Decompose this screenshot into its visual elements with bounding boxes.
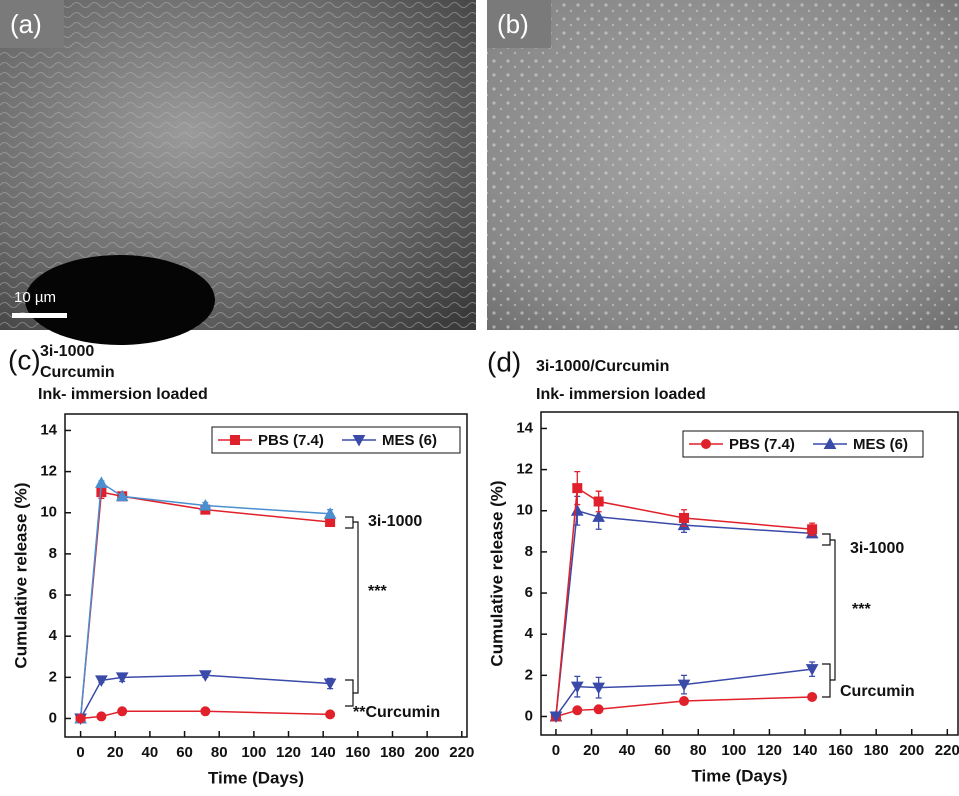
bracket (830, 540, 835, 680)
chart-title: Ink- immersion loaded (536, 386, 706, 403)
x-tick-label: 40 (619, 742, 636, 759)
image-label: (b) (497, 9, 529, 39)
x-tick-label: 120 (757, 742, 782, 759)
y-tick-label: 10 (516, 502, 533, 519)
x-tick-label: 180 (380, 744, 405, 761)
y-tick-label: 6 (525, 584, 533, 601)
x-tick-label: 160 (345, 744, 370, 761)
x-tick-label: 20 (583, 742, 600, 759)
marker (325, 679, 336, 689)
legend-label: PBS (7.4) (729, 436, 795, 453)
x-tick-label: 200 (415, 744, 440, 761)
y-tick-label: 8 (525, 543, 533, 560)
marker (96, 477, 107, 487)
marker (573, 706, 582, 715)
marker (573, 484, 582, 493)
annotation: 3i-1000 (368, 513, 422, 530)
y-tick-label: 4 (49, 627, 58, 644)
y-tick-label: 2 (525, 666, 533, 683)
marker (572, 505, 583, 515)
y-tick-label: 0 (525, 707, 533, 724)
sem-image-b: (b) (487, 0, 959, 330)
annotation: Curcumin (840, 683, 915, 700)
chart-title: 3i-1000/Curcumin (536, 358, 669, 375)
bracket (345, 517, 353, 528)
marker (680, 697, 689, 706)
y-axis-label: Cumulative release (%) (11, 482, 30, 668)
panel-label: (d) (487, 346, 521, 377)
annotation: **Curcumin (353, 704, 440, 721)
chart-title: Curcumin (40, 364, 115, 381)
y-tick-label: 14 (516, 419, 533, 436)
marker (201, 707, 210, 716)
y-tick-label: 14 (40, 421, 57, 438)
x-tick-label: 0 (76, 744, 84, 761)
y-tick-label: 2 (49, 668, 57, 685)
figure: (a) 10 µm (b) (c)3i-1000CurcuminInk- imm… (0, 0, 959, 796)
plot-frame (65, 414, 467, 737)
x-tick-label: 40 (142, 744, 159, 761)
y-tick-label: 12 (40, 463, 57, 480)
scale-bar-label: 10 µm (14, 289, 56, 306)
x-tick-label: 80 (211, 744, 228, 761)
bracket (822, 534, 830, 545)
y-tick-label: 10 (40, 504, 57, 521)
marker (118, 707, 127, 716)
x-axis-label: Time (Days) (208, 768, 304, 787)
marker (808, 692, 817, 701)
legend-marker (231, 436, 240, 445)
marker (594, 497, 603, 506)
x-tick-label: 60 (176, 744, 193, 761)
x-tick-label: 140 (792, 742, 817, 759)
marker (76, 714, 85, 723)
x-tick-label: 20 (107, 744, 124, 761)
annotation: 3i-1000 (850, 540, 904, 557)
y-tick-label: 0 (49, 709, 57, 726)
x-tick-label: 0 (552, 742, 560, 759)
x-tick-label: 60 (654, 742, 671, 759)
y-tick-label: 4 (525, 625, 534, 642)
legend-marker (702, 440, 711, 449)
legend-label: PBS (7.4) (258, 432, 324, 449)
x-tick-label: 180 (864, 742, 889, 759)
marker (326, 518, 335, 527)
x-tick-label: 220 (935, 742, 959, 759)
bracket (822, 664, 830, 697)
marker (97, 712, 106, 721)
annotation: *** (368, 583, 387, 600)
series-line (81, 492, 331, 718)
x-tick-label: 120 (276, 744, 301, 761)
marker (808, 525, 817, 534)
marker (680, 513, 689, 522)
x-axis-label: Time (Days) (691, 766, 787, 785)
x-tick-label: 200 (899, 742, 924, 759)
chart-title: 3i-1000 (40, 343, 94, 360)
bracket (353, 522, 358, 693)
x-tick-label: 80 (690, 742, 707, 759)
x-tick-label: 100 (241, 744, 266, 761)
x-tick-label: 160 (828, 742, 853, 759)
annotation: *** (852, 601, 871, 618)
x-tick-label: 140 (311, 744, 336, 761)
y-tick-label: 12 (516, 461, 533, 478)
y-tick-label: 6 (49, 586, 57, 603)
chart-title: Ink- immersion loaded (38, 386, 208, 403)
legend-label: MES (6) (853, 436, 908, 453)
marker (96, 676, 107, 686)
bracket (345, 680, 353, 706)
scale-bar (12, 313, 67, 318)
y-tick-label: 8 (49, 545, 57, 562)
marker (594, 705, 603, 714)
x-tick-label: 100 (721, 742, 746, 759)
y-axis-label: Cumulative release (%) (487, 480, 506, 666)
panel-label: (c) (8, 344, 41, 375)
x-tick-label: 220 (449, 744, 474, 761)
marker (326, 710, 335, 719)
legend-label: MES (6) (382, 432, 437, 449)
image-label: (a) (10, 9, 42, 39)
sem-image-a: (a) 10 µm (0, 0, 476, 345)
